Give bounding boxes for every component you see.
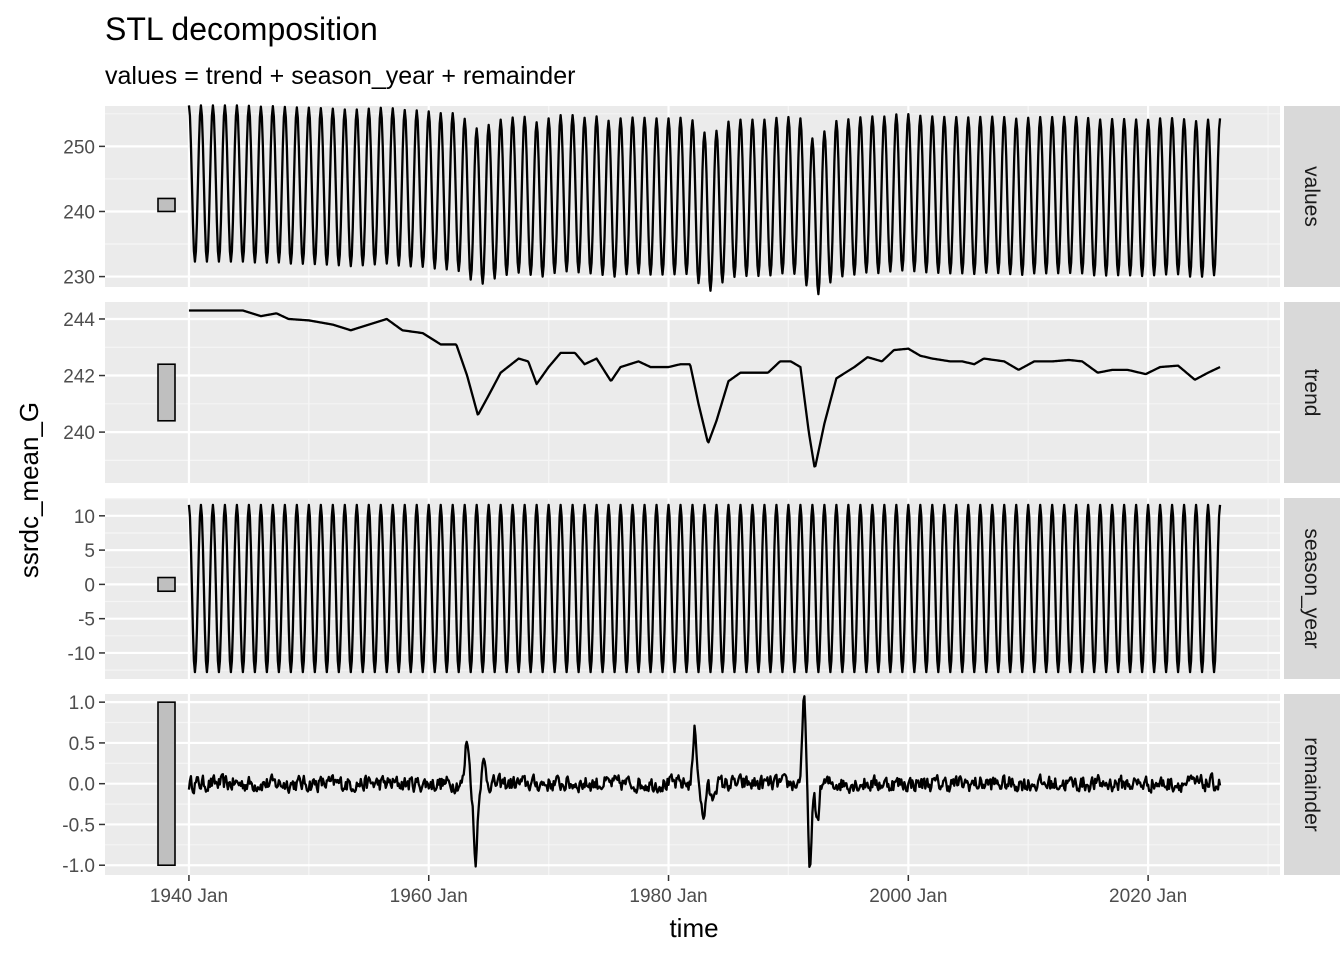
strip-label: trend: [1300, 369, 1323, 417]
panel-values: 230 240 250 values: [63, 104, 1340, 296]
y-tick-label: -1.0: [62, 856, 95, 877]
scale-bar: [157, 701, 176, 867]
series-line-values: [187, 104, 1222, 296]
chart-subtitle: values = trend + season_year + remainder: [105, 62, 575, 90]
facet-strip: [1284, 106, 1340, 287]
x-tick-label: 2000 Jan: [869, 886, 947, 907]
facet-strip: [1284, 498, 1340, 679]
y-tick-label: 242: [63, 367, 95, 388]
x-tick-label: 2020 Jan: [1109, 886, 1187, 907]
y-tick-label: 244: [63, 310, 95, 331]
y-tick-label: 10: [74, 507, 95, 528]
strip-label: values: [1300, 166, 1323, 227]
y-tick-label: 1.0: [69, 693, 95, 714]
y-tick-label: 5: [84, 541, 95, 562]
panel-remainder: -1.0 -0.5 0.0 0.5 1.0 remainder: [62, 693, 1340, 877]
y-axis-title: ssrdc_mean_G: [14, 402, 44, 578]
x-tick-label: 1960 Jan: [390, 886, 468, 907]
series-line-trend: [188, 309, 1221, 468]
y-tick-label: 0.5: [69, 734, 95, 755]
scale-bar: [157, 363, 176, 422]
y-tick-label: 250: [63, 137, 95, 158]
strip-label: remainder: [1300, 737, 1323, 832]
strip-label: season_year: [1300, 528, 1323, 648]
scale-bar: [157, 576, 176, 593]
y-tick-label: 240: [63, 423, 95, 444]
series-line-remainder: [187, 695, 1222, 869]
facet-strip: [1284, 302, 1340, 483]
y-tick-label: 0: [84, 575, 95, 596]
y-tick-label: 240: [63, 202, 95, 223]
x-tick-label: 1980 Jan: [629, 886, 707, 907]
y-tick-label: -5: [78, 610, 95, 631]
chart-title: STL decomposition: [105, 11, 378, 47]
panel-season_year: -10 -5 0 5 10 season_year: [68, 498, 1340, 679]
facet-strip: [1284, 694, 1340, 875]
x-axis: 1940 Jan 1960 Jan 1980 Jan 2000 Jan 2020 Jan: [150, 875, 1187, 907]
y-tick-label: -10: [68, 644, 95, 665]
y-tick-label: -0.5: [62, 815, 95, 836]
scale-bar: [157, 197, 176, 213]
y-tick-label: 0.0: [69, 775, 95, 796]
panel-trend: 240 242 244 trend: [63, 302, 1340, 483]
x-axis-title: time: [669, 913, 718, 943]
y-tick-label: 230: [63, 268, 95, 289]
facet-panels: 230 240 250 values 240 242 244 trend -10 -5 0 5 10 se…: [62, 104, 1340, 877]
panel-background: [105, 302, 1280, 483]
x-tick-label: 1940 Jan: [150, 886, 228, 907]
series-line-season_year: [187, 503, 1222, 674]
